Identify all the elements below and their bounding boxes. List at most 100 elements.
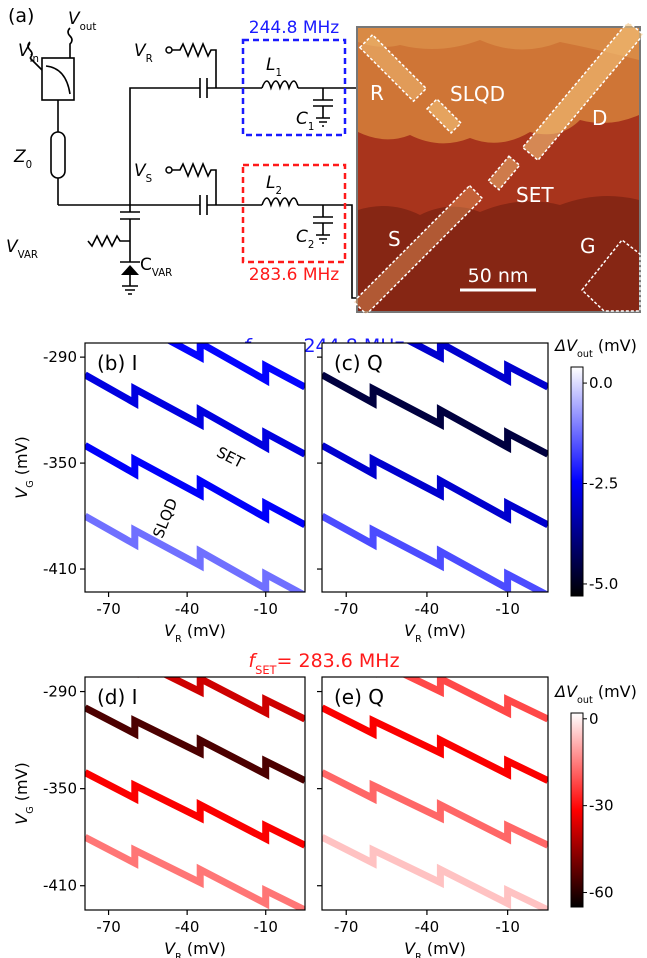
y-tick-label: -350	[43, 780, 77, 798]
y-axis-label-part: V	[12, 813, 31, 825]
y-axis-label: VG (mV)	[12, 762, 36, 825]
electrode-d	[521, 20, 645, 162]
circuit-label-part: L	[266, 55, 275, 75]
section-title-part: SET	[255, 663, 276, 677]
circuit-label-part: 0	[26, 160, 32, 171]
circuit-label-part: L	[266, 173, 275, 193]
set-stripe	[322, 513, 548, 592]
resonator-box	[241, 163, 347, 264]
x-tick-label: -40	[415, 600, 440, 618]
colorbar-tick-label: -30	[589, 797, 614, 815]
x-axis-label: VR (mV)	[164, 621, 226, 645]
capacitor-ground	[313, 99, 333, 127]
x-tick-label: -70	[334, 600, 359, 618]
set-stripe	[322, 704, 548, 784]
colorbar-label-part: out	[577, 349, 593, 360]
afm-image	[352, 20, 645, 316]
set-stripe	[85, 769, 305, 849]
set-stripe	[322, 371, 548, 458]
x-axis-label: VR (mV)	[404, 939, 466, 958]
x-axis-label: VR (mV)	[404, 621, 466, 645]
section-title-part: = 283.6 MHz	[277, 650, 400, 672]
colorbar-tick-label: -60	[589, 884, 614, 902]
x-axis-label-part: V	[404, 939, 416, 958]
x-tick-label: -40	[175, 918, 200, 936]
resistor	[172, 41, 217, 88]
circuit-label: Vout	[68, 9, 96, 33]
circuit-label-part: in	[30, 54, 39, 65]
set-stripe	[85, 834, 305, 910]
y-tick-label: -350	[43, 454, 77, 472]
colorbar-label-part: ΔV	[553, 682, 578, 701]
inductor	[261, 80, 299, 91]
circuit-label-part: Z	[13, 147, 26, 167]
frequency: 283.6 MHz	[249, 265, 340, 285]
input-arrow	[27, 41, 43, 71]
circuit-label-part: 2	[308, 240, 314, 251]
set-stripe	[322, 442, 548, 528]
set-stripe	[405, 343, 548, 391]
panel-title: (b) I	[97, 351, 138, 375]
capacitor-ground	[313, 216, 333, 244]
panel-title: (d) I	[97, 685, 138, 709]
x-tick-label: -10	[253, 600, 278, 618]
circuit-label-part: V	[6, 237, 19, 257]
heatmap-data	[85, 343, 305, 592]
afm-terrace	[358, 196, 639, 311]
x-axis-label-part: (mV)	[422, 621, 466, 640]
section-title: fSET= 283.6 MHz	[248, 650, 399, 677]
circuit-label: L1	[266, 55, 282, 79]
colorbar	[570, 366, 584, 597]
afm-label: G	[580, 234, 596, 258]
set-stripe	[85, 442, 305, 528]
x-axis-label-part: (mV)	[182, 939, 226, 958]
y-axis-label-part: G	[25, 806, 36, 813]
circuit-label: Vin	[18, 41, 39, 65]
colorbar-label: ΔVout (mV)	[553, 682, 637, 706]
y-axis-label-part: (mV)	[12, 762, 31, 806]
set-stripe	[85, 704, 305, 784]
colorbar-tick-label: -2.5	[589, 475, 618, 493]
colorbar-label-part: ΔV	[553, 336, 578, 355]
y-axis-label-part: (mV)	[12, 436, 31, 480]
circuit-label-part: 2	[275, 186, 281, 197]
x-axis-label-part: R	[175, 952, 182, 958]
x-tick-label: -40	[175, 600, 200, 618]
circuit-label-part: VAR	[152, 268, 172, 279]
varactor-diode	[121, 265, 139, 275]
x-tick-label: -70	[96, 600, 121, 618]
x-tick-label: -10	[495, 918, 520, 936]
colorbar-label-part: (mV)	[593, 336, 637, 355]
x-axis-label-part: R	[415, 952, 422, 958]
inductor	[261, 197, 299, 208]
x-axis-label-part: V	[164, 939, 176, 958]
set-stripe	[322, 769, 548, 849]
circuit	[27, 27, 374, 302]
x-tick-label: -70	[334, 918, 359, 936]
circuit-label: VR	[134, 41, 153, 65]
wire	[129, 87, 200, 205]
resistor	[172, 161, 217, 205]
transmission-line	[50, 131, 66, 179]
circuit-label: VS	[134, 161, 152, 185]
x-tick-label: -10	[495, 600, 520, 618]
x-axis-label-part: R	[415, 634, 422, 645]
circuit-label-part: 1	[308, 122, 314, 133]
circuit-label: CVAR	[140, 255, 172, 279]
circuit-label: L2	[266, 173, 282, 197]
scale-label: 50 nm	[468, 265, 529, 287]
panel-label: (a)	[8, 5, 34, 27]
circuit-label: VVAR	[6, 237, 38, 261]
y-tick-label: -290	[43, 683, 77, 701]
y-axis-label-part: G	[25, 480, 36, 487]
set-stripe	[85, 513, 305, 592]
set-stripe	[375, 677, 548, 723]
colorbar-label-part: (mV)	[593, 682, 637, 701]
circuit-label-part: R	[146, 54, 153, 65]
afm-label: D	[592, 106, 607, 130]
resonator-box	[241, 38, 347, 137]
circuit-label: Z0	[13, 147, 32, 171]
heatmap-data	[85, 677, 305, 910]
afm-label: S	[388, 227, 401, 251]
y-axis-label: VG (mV)	[12, 436, 36, 499]
